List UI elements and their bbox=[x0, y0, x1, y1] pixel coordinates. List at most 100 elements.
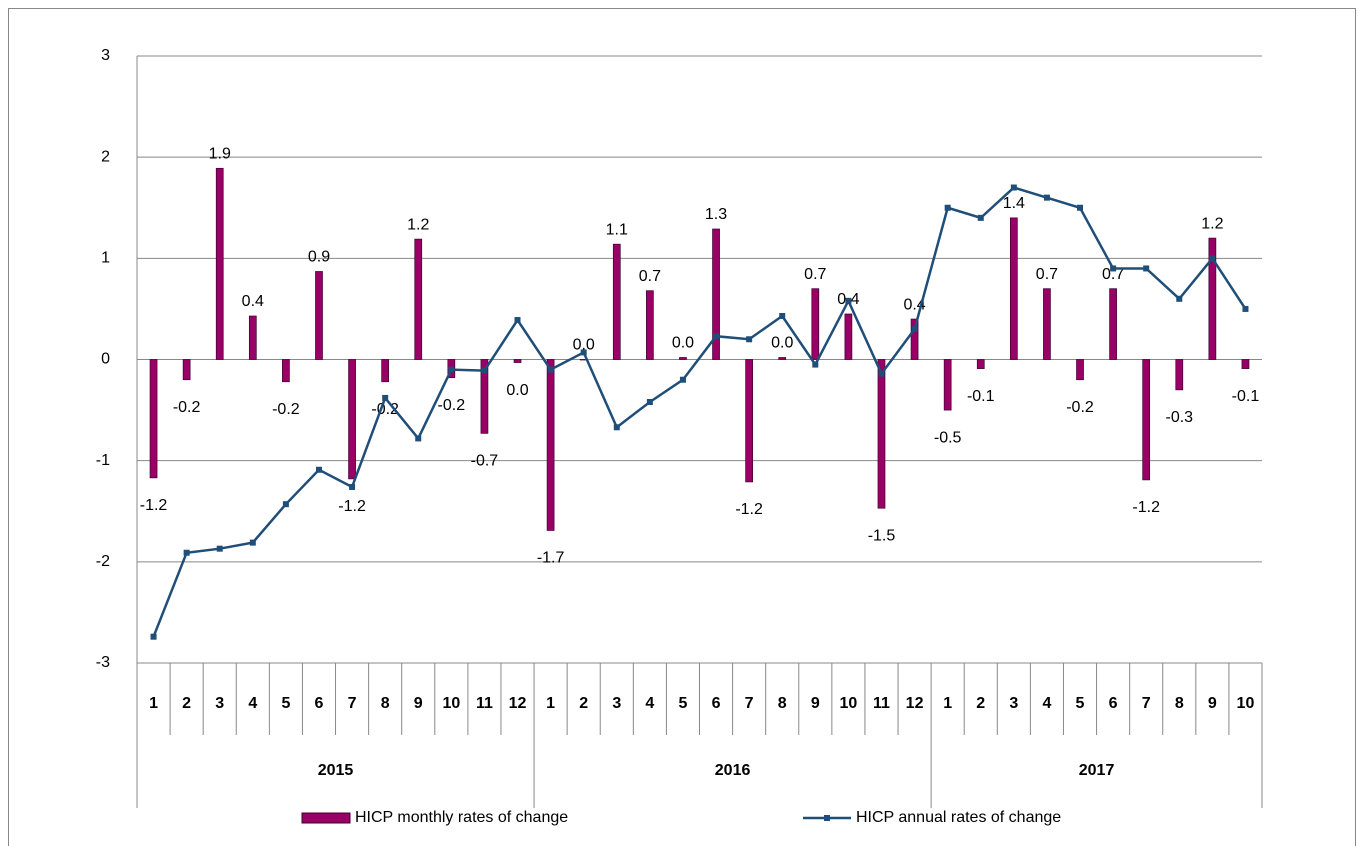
x-tick-label: 12 bbox=[509, 695, 527, 712]
x-tick-label: 9 bbox=[414, 695, 423, 712]
data-label: -0.1 bbox=[967, 388, 995, 405]
line-marker bbox=[845, 297, 852, 304]
data-label: 1.2 bbox=[407, 216, 429, 233]
x-tick-label: 10 bbox=[442, 695, 460, 712]
data-label: -1.2 bbox=[140, 497, 168, 514]
data-label: 1.9 bbox=[209, 146, 231, 163]
bar bbox=[1043, 288, 1051, 360]
x-tick-label: 8 bbox=[381, 695, 390, 712]
bar bbox=[282, 359, 290, 383]
line-marker bbox=[1077, 204, 1084, 211]
line-marker bbox=[1176, 295, 1183, 302]
line-marker bbox=[1110, 265, 1117, 272]
x-tick-label: 11 bbox=[873, 695, 890, 712]
line-marker bbox=[415, 435, 422, 442]
line-marker bbox=[779, 312, 786, 319]
x-tick-label: 3 bbox=[1009, 695, 1018, 712]
line-marker bbox=[713, 333, 720, 340]
bar bbox=[248, 315, 257, 360]
line-marker bbox=[944, 204, 951, 211]
y-tick-label: 2 bbox=[101, 148, 110, 165]
bar bbox=[1009, 217, 1018, 360]
x-tick-label: 1 bbox=[943, 695, 952, 712]
x-tick-label: 10 bbox=[1237, 695, 1255, 712]
data-label: 1.3 bbox=[705, 206, 727, 223]
year-label: 2017 bbox=[1079, 762, 1115, 779]
x-tick-label: 4 bbox=[248, 695, 257, 712]
legend-swatch-marker bbox=[824, 815, 830, 821]
x-tick-label: 3 bbox=[215, 695, 224, 712]
data-label: -0.2 bbox=[1066, 399, 1094, 416]
bar bbox=[844, 313, 853, 360]
line-marker bbox=[1143, 265, 1150, 272]
y-tick-label: 1 bbox=[101, 250, 110, 267]
legend-label: HICP annual rates of change bbox=[856, 809, 1061, 826]
y-tick-label: -1 bbox=[96, 452, 110, 469]
y-tick-label: 3 bbox=[101, 47, 110, 64]
x-tick-label: 7 bbox=[348, 695, 357, 712]
data-label: 0.9 bbox=[308, 249, 330, 266]
line-marker bbox=[216, 545, 223, 552]
data-label: 0.0 bbox=[771, 335, 793, 352]
bar bbox=[745, 359, 753, 483]
line-marker bbox=[382, 394, 389, 401]
data-label: -0.2 bbox=[272, 401, 300, 418]
y-tick-label: 0 bbox=[101, 351, 110, 368]
bar bbox=[679, 357, 687, 360]
x-tick-label: 4 bbox=[645, 695, 654, 712]
year-label: 2015 bbox=[318, 762, 354, 779]
x-tick-label: 1 bbox=[546, 695, 555, 712]
line-marker bbox=[812, 361, 819, 368]
line-marker bbox=[514, 317, 521, 324]
x-tick-label: 4 bbox=[1042, 695, 1051, 712]
line-marker bbox=[1242, 305, 1249, 312]
data-label: 0.7 bbox=[1036, 266, 1058, 283]
x-tick-label: 6 bbox=[1109, 695, 1118, 712]
data-label: -0.2 bbox=[173, 399, 201, 416]
data-label: -1.2 bbox=[735, 501, 763, 518]
bar bbox=[348, 359, 356, 480]
y-tick-label: -2 bbox=[96, 553, 110, 570]
x-tick-label: 2 bbox=[976, 695, 985, 712]
bar bbox=[612, 243, 621, 360]
line-marker bbox=[448, 366, 455, 373]
x-tick-label: 5 bbox=[679, 695, 688, 712]
data-label: -1.5 bbox=[868, 527, 896, 544]
line-marker bbox=[150, 633, 157, 640]
bar bbox=[315, 271, 323, 360]
bar bbox=[646, 290, 654, 360]
bar bbox=[910, 318, 919, 360]
line-marker bbox=[679, 376, 686, 383]
line-marker bbox=[878, 370, 885, 377]
line-marker bbox=[547, 366, 554, 373]
x-tick-label: 9 bbox=[1208, 695, 1217, 712]
bar bbox=[877, 359, 886, 509]
data-label: -0.3 bbox=[1165, 409, 1193, 426]
legend-label: HICP monthly rates of change bbox=[355, 809, 568, 826]
data-label: -1.2 bbox=[338, 498, 366, 515]
line-marker bbox=[481, 367, 488, 374]
line-marker bbox=[183, 549, 190, 556]
line-marker bbox=[282, 501, 289, 508]
line-marker bbox=[349, 483, 356, 490]
data-label: -1.2 bbox=[1132, 499, 1160, 516]
bar bbox=[182, 359, 191, 381]
x-tick-label: 5 bbox=[1076, 695, 1085, 712]
x-tick-label: 1 bbox=[149, 695, 158, 712]
bar bbox=[976, 359, 985, 369]
x-tick-label: 7 bbox=[745, 695, 754, 712]
line-marker bbox=[1043, 194, 1050, 201]
data-label: -0.2 bbox=[438, 397, 466, 414]
x-tick-label: 6 bbox=[315, 695, 324, 712]
bar bbox=[1142, 359, 1151, 481]
line-marker bbox=[613, 424, 620, 431]
line-marker bbox=[580, 349, 587, 356]
x-tick-label: 7 bbox=[1142, 695, 1151, 712]
bar bbox=[811, 288, 820, 360]
x-tick-label: 3 bbox=[612, 695, 621, 712]
x-tick-label: 5 bbox=[281, 695, 290, 712]
data-label: 0.4 bbox=[242, 293, 264, 310]
line-marker bbox=[249, 539, 256, 546]
line bbox=[152, 186, 1247, 638]
